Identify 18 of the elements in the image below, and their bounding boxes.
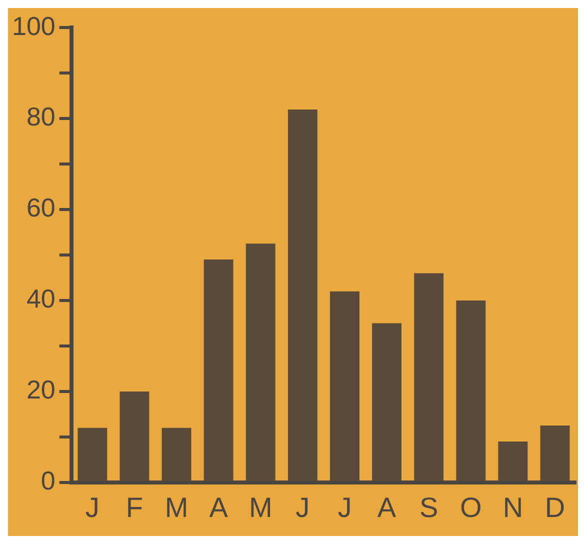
x-tick-label: J <box>85 492 100 523</box>
y-tick-label: 20 <box>26 374 56 405</box>
x-tick-label: O <box>460 492 482 523</box>
x-tick-label: F <box>126 492 144 523</box>
x-tick-label: J <box>296 492 310 523</box>
x-tick-label: M <box>164 492 188 523</box>
x-tick-label: M <box>248 492 272 523</box>
x-tick-label: J <box>338 492 352 523</box>
x-tick-label: A <box>377 492 396 523</box>
y-tick-label: 100 <box>12 10 56 41</box>
y-tick-label: 80 <box>26 102 56 132</box>
x-tick-label: A <box>209 492 228 523</box>
y-tick-label: 60 <box>26 192 56 223</box>
y-tick-label: 0 <box>40 466 56 496</box>
x-tick-label: S <box>419 492 438 523</box>
x-tick-label: D <box>544 492 566 523</box>
x-tick-label: N <box>502 492 524 523</box>
y-tick-label: 40 <box>26 284 56 314</box>
